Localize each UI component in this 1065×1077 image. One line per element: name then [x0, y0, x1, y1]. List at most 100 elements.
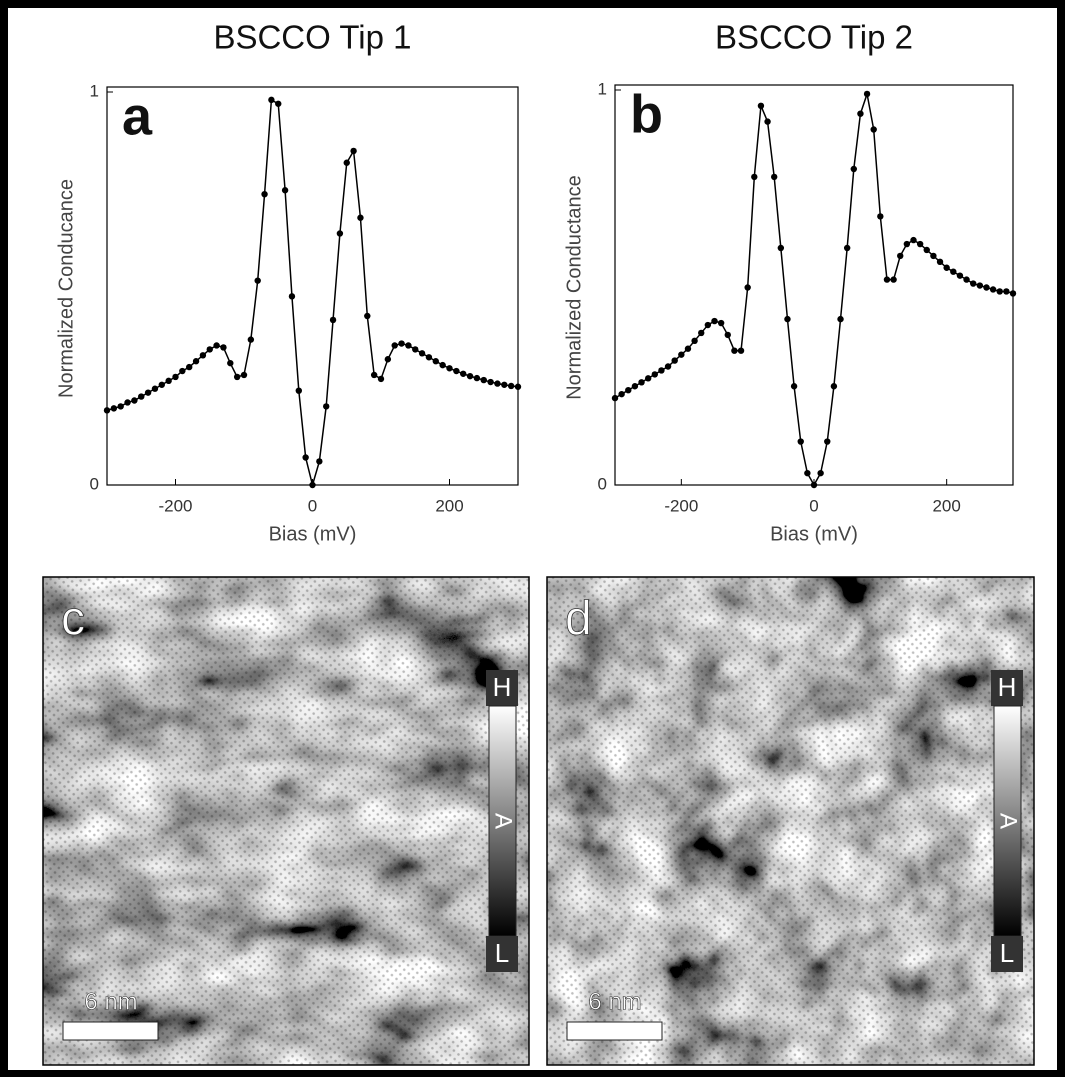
colorbar-low: L	[495, 938, 509, 968]
data-point	[391, 342, 398, 349]
data-point	[1009, 290, 1017, 297]
data-point	[671, 357, 678, 364]
data-point	[206, 346, 213, 353]
chart-title: BSCCO Tip 1	[213, 19, 411, 56]
data-point	[843, 244, 851, 252]
image-frame	[546, 576, 1035, 1066]
data-point	[691, 337, 698, 345]
data-point	[890, 276, 897, 283]
data-point	[877, 213, 884, 220]
data-point	[275, 100, 282, 107]
data-point	[930, 252, 937, 260]
data-point	[384, 356, 392, 363]
data-point	[950, 268, 957, 275]
data-point	[711, 317, 718, 325]
data-point	[165, 377, 172, 385]
data-point	[976, 282, 984, 289]
data-point	[717, 319, 725, 327]
data-point	[103, 407, 111, 414]
data-point	[158, 381, 165, 388]
data-point	[247, 336, 255, 343]
y-axis-label: Normalized Conducance	[55, 179, 77, 398]
data-point	[179, 367, 186, 375]
data-point	[144, 389, 152, 396]
colorbar-high: H	[493, 672, 512, 702]
data-point	[983, 284, 990, 291]
data-point	[936, 258, 944, 266]
data-point	[302, 454, 309, 461]
data-point	[364, 312, 371, 320]
data-point	[138, 393, 145, 400]
data-point	[1003, 288, 1010, 295]
colorbar-low: L	[1000, 938, 1014, 968]
y-tick-label: 1	[598, 79, 607, 98]
data-point	[501, 381, 508, 388]
data-point	[850, 165, 857, 173]
data-point	[744, 284, 751, 291]
colorbar-label-bg	[486, 936, 518, 972]
data-point	[625, 387, 632, 394]
data-point	[658, 367, 665, 374]
data-point	[110, 405, 118, 412]
data-point	[446, 365, 453, 372]
x-tick-label: -200	[664, 496, 698, 515]
data-point	[897, 252, 904, 260]
data-point	[199, 352, 207, 359]
x-tick-label: 200	[435, 496, 463, 515]
data-point	[220, 344, 227, 351]
data-point	[956, 272, 964, 279]
data-point	[117, 403, 124, 410]
data-point	[830, 383, 838, 390]
data-point	[172, 373, 179, 381]
y-tick-label: 0	[598, 474, 607, 493]
scale-bar	[62, 1021, 159, 1041]
data-point	[309, 481, 316, 489]
data-point	[439, 361, 446, 369]
y-tick-label: 0	[90, 474, 99, 493]
data-point	[698, 329, 705, 337]
data-point	[507, 382, 515, 390]
atomic-lattice	[43, 577, 529, 1065]
data-point	[425, 354, 433, 361]
data-point	[131, 397, 138, 404]
data-point	[731, 347, 738, 354]
data-point	[797, 438, 804, 445]
data-point	[261, 190, 268, 198]
data-point	[398, 340, 405, 347]
data-point	[412, 346, 419, 353]
data-point	[316, 458, 323, 465]
data-point	[923, 246, 930, 254]
data-point	[737, 347, 745, 354]
data-point	[357, 214, 364, 221]
data-point	[329, 316, 337, 324]
data-point	[804, 469, 811, 477]
panel-label: c	[61, 593, 85, 646]
data-point	[233, 373, 241, 381]
data-point	[771, 173, 778, 181]
scale-bar	[566, 1021, 663, 1041]
data-point	[240, 371, 248, 379]
data-point	[684, 345, 692, 352]
data-point	[764, 118, 771, 125]
data-point	[943, 264, 950, 271]
panel-label: a	[122, 86, 153, 146]
scale-bar-label: 6 nm	[84, 988, 137, 1015]
colorbar-label-bg	[991, 936, 1023, 972]
data-point	[857, 110, 864, 117]
data-point	[124, 399, 131, 406]
data-point	[817, 469, 824, 477]
data-point	[186, 363, 193, 371]
data-point	[883, 276, 891, 283]
data-point	[268, 96, 275, 104]
data-point	[480, 376, 487, 384]
colorbar	[488, 705, 517, 937]
data-point	[777, 244, 785, 252]
data-point	[487, 378, 494, 386]
y-tick-label: 1	[90, 81, 99, 100]
data-point	[996, 288, 1003, 295]
x-axis-label: Bias (mV)	[269, 523, 357, 545]
data-point	[370, 371, 378, 379]
data-point	[466, 372, 474, 380]
data-point	[213, 342, 220, 349]
